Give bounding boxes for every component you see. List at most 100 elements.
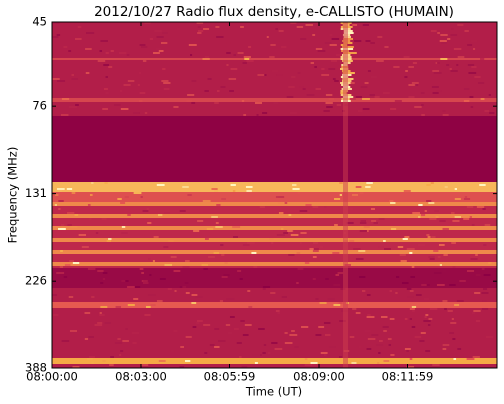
spectrogram-speck <box>367 70 371 72</box>
spectrogram-speck <box>281 228 284 230</box>
spectrogram-speck <box>411 266 415 268</box>
spectrogram-speck <box>202 58 210 60</box>
spectrogram-speck <box>236 342 242 344</box>
spectrogram-speck <box>312 248 319 250</box>
spectrogram-speck <box>126 54 130 56</box>
spectrogram-speck <box>133 192 142 194</box>
spectrogram-row <box>52 244 497 246</box>
spectrogram-speck <box>66 212 75 214</box>
spectrogram-speck <box>110 356 114 358</box>
spectrogram-speck <box>55 194 59 196</box>
spectrogram-row <box>52 60 497 62</box>
spectrogram-speck <box>103 64 110 66</box>
spectrogram-speck <box>402 238 408 240</box>
spectrogram-speck <box>108 238 112 240</box>
spectrogram-speck <box>399 254 406 256</box>
spectrogram-speck <box>148 258 151 260</box>
spectrogram-speck <box>370 76 377 78</box>
spectrogram-speck <box>324 42 332 44</box>
spectrogram-speck <box>190 54 193 56</box>
spectrogram-speck <box>140 196 143 198</box>
spectrogram-row <box>52 64 497 66</box>
spectrogram-speck <box>214 102 219 104</box>
spectrogram-speck <box>214 190 219 192</box>
spectrogram-speck <box>334 80 339 82</box>
spectrogram-row <box>52 300 497 302</box>
spectrogram-speck <box>408 96 415 98</box>
spectrogram-speck <box>451 28 454 30</box>
spectrogram-speck <box>437 32 440 34</box>
spectrogram-row <box>52 208 497 210</box>
spectrogram-speck <box>63 46 68 48</box>
spectrogram-speck <box>435 216 439 218</box>
spectrogram-speck <box>59 266 64 268</box>
spectrogram-speck <box>61 340 70 342</box>
spectrogram-speck <box>475 274 481 276</box>
spectrogram-speck <box>277 312 280 314</box>
spectrogram-speck <box>435 90 442 92</box>
spectrogram-speck <box>195 296 203 298</box>
spectrogram-speck <box>163 82 171 84</box>
spectrogram-row <box>52 224 497 226</box>
spectrogram-speck <box>52 260 58 262</box>
spectrogram-speck <box>287 230 292 232</box>
spectrogram-row <box>52 48 497 50</box>
spectrogram-speck <box>141 364 149 366</box>
spectrogram-speck <box>191 80 197 82</box>
spectrogram-speck <box>451 242 456 244</box>
spectrogram-speck <box>383 240 386 242</box>
spectrogram-speck <box>87 204 91 206</box>
spectrogram-row <box>52 296 497 298</box>
spectrogram-speck <box>170 350 175 352</box>
spectrogram-row <box>52 106 497 108</box>
spectrogram-speck <box>139 92 146 94</box>
y-tick-label: 226 <box>25 274 47 288</box>
spectrogram-speck <box>100 40 108 42</box>
spectrogram-speck <box>349 240 355 242</box>
spectrogram-speck <box>442 300 448 302</box>
spectrogram-row <box>52 312 497 314</box>
spectrogram-row <box>52 360 497 362</box>
spectrogram-speck <box>117 198 122 200</box>
spectrogram-speck <box>355 258 364 260</box>
spectrogram-speck <box>323 110 330 112</box>
spectrogram-row <box>52 336 497 338</box>
spectrogram-speck <box>371 220 377 222</box>
spectrogram-speck <box>163 88 170 90</box>
spectrogram-speck <box>191 302 197 304</box>
spectrogram-speck <box>155 48 162 50</box>
spectrogram-speck <box>349 82 355 84</box>
spectrogram-speck <box>334 224 338 226</box>
spectrogram-speck <box>132 342 137 344</box>
spectrogram-speck <box>304 358 308 360</box>
spectrogram-speck <box>127 80 135 82</box>
spectrogram-speck <box>127 286 135 288</box>
spectrogram-speck <box>453 358 457 360</box>
spectrogram-speck <box>244 58 250 60</box>
spectrogram-speck <box>286 96 294 98</box>
spectrogram-speck <box>209 344 215 346</box>
spectrogram-row <box>52 28 497 30</box>
spectrogram-speck <box>457 24 464 26</box>
spectrogram-speck <box>258 354 262 356</box>
spectrogram-speck <box>223 274 230 276</box>
spectrogram-speck <box>142 60 147 62</box>
spectrogram-speck <box>246 242 255 244</box>
spectrogram-speck <box>300 38 307 40</box>
spectrogram-speck <box>424 304 433 306</box>
spectrogram-speck <box>271 242 274 244</box>
spectrogram-speck <box>124 196 129 198</box>
spectrogram-speck <box>248 46 252 48</box>
spectrogram-speck <box>118 52 127 54</box>
spectrogram-speck <box>278 196 285 198</box>
spectrogram-speck <box>383 360 390 362</box>
spectrogram-row <box>52 132 497 134</box>
spectrogram-speck <box>193 230 200 232</box>
spectrogram-speck <box>52 294 58 296</box>
spectrogram-speck <box>359 276 366 278</box>
spectrogram-speck <box>373 222 378 224</box>
spectrogram-row <box>52 280 497 282</box>
spectrogram-speck <box>60 250 63 252</box>
spectrogram-speck <box>68 296 74 298</box>
spectrogram-speck <box>433 72 442 74</box>
